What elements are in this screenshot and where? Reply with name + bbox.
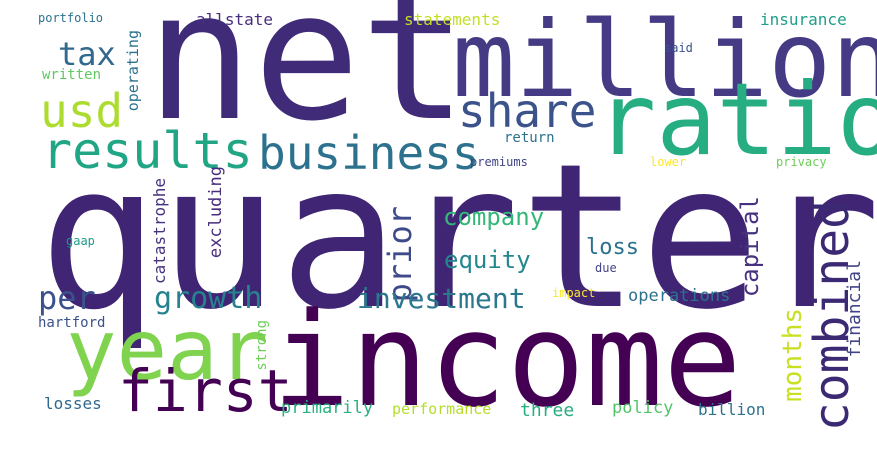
word-statements: statements (404, 10, 501, 29)
word-per: per (38, 279, 96, 317)
word-income: income (272, 284, 742, 436)
word-privacy: privacy (776, 155, 827, 169)
word-strong: strong (254, 320, 270, 371)
word-losses: losses (44, 394, 102, 413)
word-excluding: excluding (206, 166, 226, 259)
word-gaap: gaap (66, 234, 95, 248)
word-return: return (504, 130, 555, 146)
word-investment: investment (357, 282, 526, 315)
word-allstate: allstate (196, 10, 274, 29)
word-share: share (458, 84, 597, 138)
word-loss: loss (586, 235, 639, 260)
word-usd: usd (40, 84, 124, 138)
word-net: net (146, 0, 468, 160)
word-company: company (443, 203, 545, 231)
word-operating: operating (124, 30, 142, 112)
word-impact: impact (552, 286, 596, 300)
word-written: written (42, 67, 102, 83)
word-growth: growth (154, 281, 263, 316)
word-quarter: quarter (38, 121, 877, 354)
word-premiums: premiums (470, 155, 528, 169)
word-performance: performance (392, 400, 492, 418)
word-due: due (595, 261, 617, 275)
word-ratio: ratio (596, 61, 877, 178)
word-first: first (118, 357, 293, 425)
word-tax: tax (58, 35, 116, 73)
word-lower: lower (650, 155, 687, 169)
word-catastrophe: catastrophe (150, 178, 169, 284)
word-capital: capital (736, 196, 764, 298)
word-months: months (778, 308, 808, 402)
word-insurance: insurance (760, 10, 847, 29)
word-said: said (664, 41, 693, 55)
word-billion: billion (698, 400, 766, 419)
word-three: three (520, 400, 575, 421)
word-operations: operations (628, 286, 731, 306)
word-hartford: hartford (38, 315, 106, 331)
word-portfolio: portfolio (38, 11, 104, 25)
word-equity: equity (444, 246, 531, 274)
word-business: business (258, 126, 480, 180)
word-year: year (66, 301, 269, 399)
word-results: results (42, 122, 253, 180)
word-million: million (452, 0, 877, 121)
word-primarily: primarily (281, 398, 374, 418)
word-financial: financial (844, 260, 865, 358)
word-policy: policy (612, 398, 674, 418)
